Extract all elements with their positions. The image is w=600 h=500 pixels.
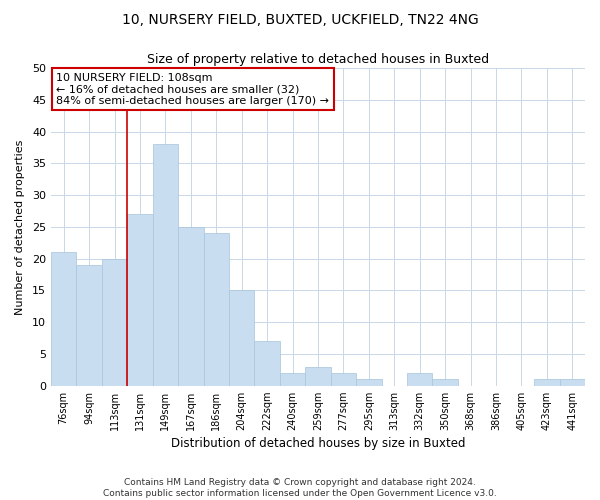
Bar xyxy=(534,380,560,386)
Bar xyxy=(356,380,382,386)
Bar xyxy=(560,380,585,386)
Bar xyxy=(203,233,229,386)
Bar xyxy=(178,227,203,386)
Bar xyxy=(76,265,102,386)
Bar xyxy=(102,258,127,386)
Bar xyxy=(229,290,254,386)
Bar xyxy=(127,214,152,386)
Bar xyxy=(254,341,280,386)
Bar xyxy=(305,366,331,386)
Y-axis label: Number of detached properties: Number of detached properties xyxy=(15,139,25,314)
X-axis label: Distribution of detached houses by size in Buxted: Distribution of detached houses by size … xyxy=(171,437,465,450)
Bar xyxy=(152,144,178,386)
Text: 10 NURSERY FIELD: 108sqm
← 16% of detached houses are smaller (32)
84% of semi-d: 10 NURSERY FIELD: 108sqm ← 16% of detach… xyxy=(56,73,329,106)
Text: Contains HM Land Registry data © Crown copyright and database right 2024.
Contai: Contains HM Land Registry data © Crown c… xyxy=(103,478,497,498)
Text: 10, NURSERY FIELD, BUXTED, UCKFIELD, TN22 4NG: 10, NURSERY FIELD, BUXTED, UCKFIELD, TN2… xyxy=(122,12,478,26)
Bar xyxy=(433,380,458,386)
Bar xyxy=(280,373,305,386)
Bar xyxy=(331,373,356,386)
Bar xyxy=(51,252,76,386)
Title: Size of property relative to detached houses in Buxted: Size of property relative to detached ho… xyxy=(147,52,489,66)
Bar xyxy=(407,373,433,386)
